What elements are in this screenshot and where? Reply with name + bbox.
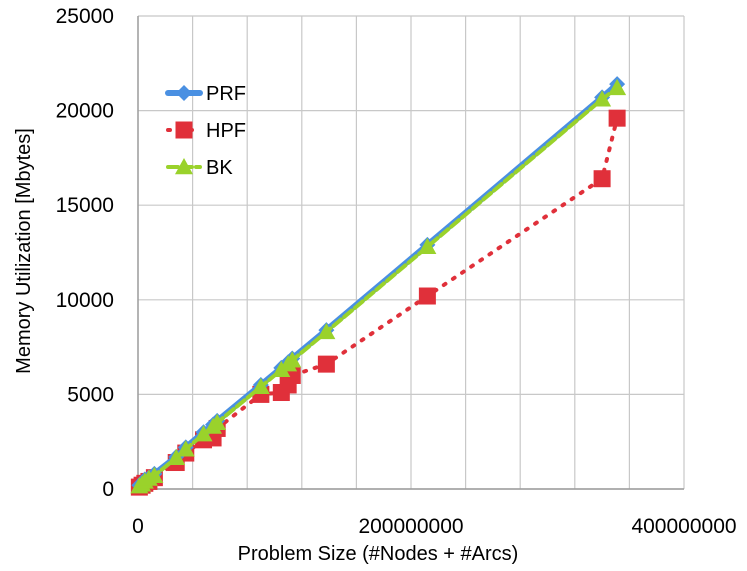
point-bk xyxy=(283,351,302,368)
legend-label-hpf: HPF xyxy=(206,120,246,142)
point-bk xyxy=(418,237,437,255)
series-bk xyxy=(130,78,627,494)
legend-item-hpf: HPF xyxy=(166,120,246,142)
point-hpf xyxy=(593,170,611,188)
point-hpf xyxy=(608,109,626,127)
y-axis-title: Memory Utilization [Mbytes] xyxy=(13,128,35,374)
y-tick-label: 25000 xyxy=(56,5,114,28)
y-tick-label: 20000 xyxy=(56,100,114,123)
point-bk xyxy=(208,413,227,430)
axes xyxy=(137,16,684,490)
point-bk xyxy=(176,440,195,457)
point-bk xyxy=(194,425,213,442)
series-layer xyxy=(130,76,627,496)
legend-item-bk: BK xyxy=(166,157,233,179)
legend-marker-hpf xyxy=(175,121,193,139)
y-tick-label: 15000 xyxy=(56,194,114,217)
point-bk xyxy=(593,90,612,107)
point-bk xyxy=(167,448,186,465)
point-bk xyxy=(145,466,164,483)
y-tick-label: 5000 xyxy=(67,383,114,406)
legend-item-prf: PRF xyxy=(165,83,246,105)
point-bk xyxy=(608,78,627,96)
legend-label-prf: PRF xyxy=(206,83,246,105)
legend-label-bk: BK xyxy=(206,157,233,179)
grid xyxy=(137,15,685,490)
y-tick-label: 0 xyxy=(102,478,114,501)
x-tick-label: 0 xyxy=(132,515,144,538)
x-tick-label: 200000000 xyxy=(358,515,463,538)
point-hpf xyxy=(418,287,436,305)
legend-marker-bk xyxy=(175,158,193,175)
point-bk xyxy=(317,322,336,340)
x-axis-title: Problem Size (#Nodes + #Arcs) xyxy=(238,543,519,565)
point-hpf xyxy=(317,355,335,373)
point-bk xyxy=(251,377,270,395)
y-tick-label: 10000 xyxy=(56,289,114,312)
legend: PRF HPF BK xyxy=(165,83,246,179)
tick-labels: 0 5000 10000 15000 20000 25000 0 200000000 40000… xyxy=(56,5,737,538)
x-tick-label: 400000000 xyxy=(631,515,736,538)
legend-marker-prf xyxy=(176,85,192,101)
